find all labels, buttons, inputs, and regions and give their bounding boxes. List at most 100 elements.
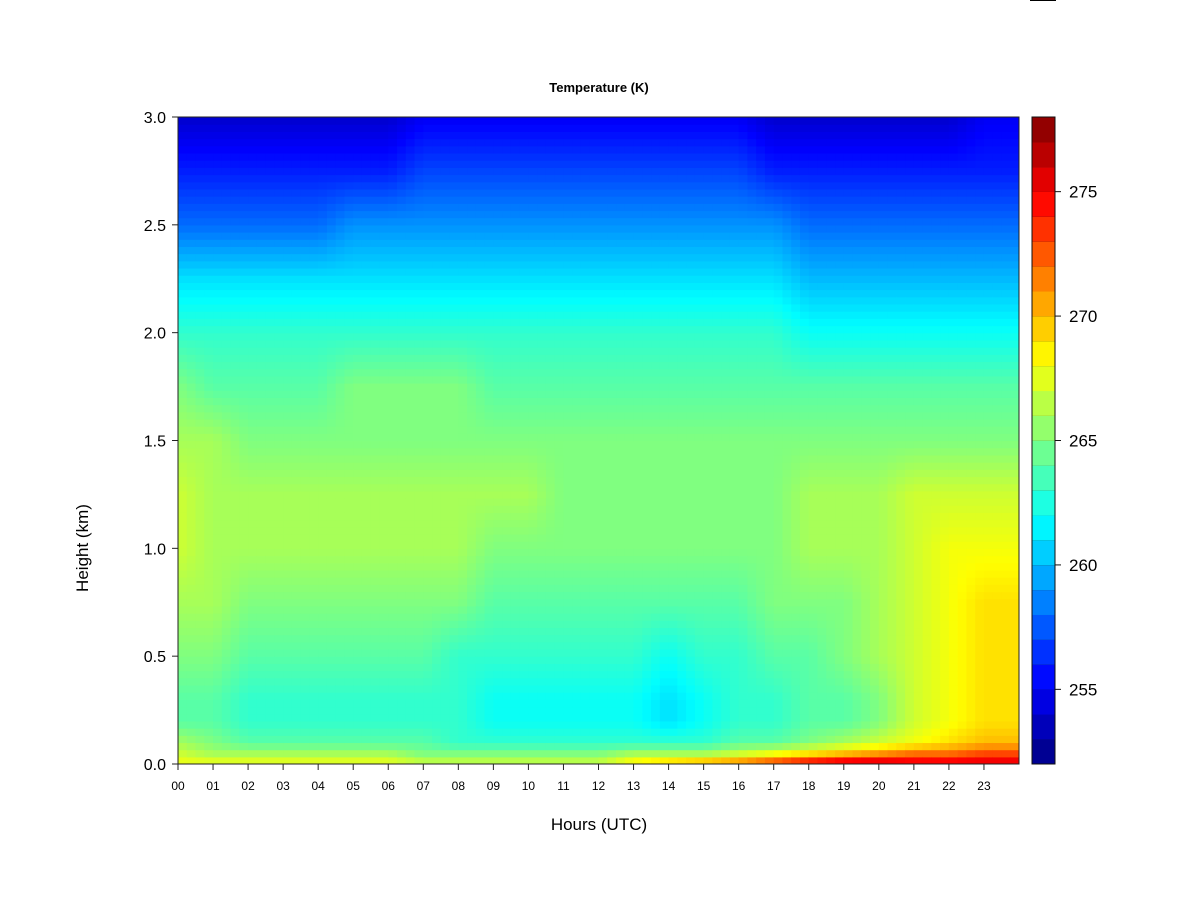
heatmap-cell bbox=[291, 584, 302, 593]
heatmap-cell bbox=[528, 512, 538, 521]
heatmap-cell bbox=[256, 598, 267, 607]
heatmap-cell bbox=[545, 505, 556, 513]
heatmap-cell bbox=[642, 167, 652, 176]
heatmap-cell bbox=[519, 641, 530, 650]
heatmap-cell bbox=[519, 749, 530, 758]
heatmap-cell bbox=[493, 152, 503, 161]
heatmap-cell bbox=[335, 684, 346, 693]
heatmap-cell bbox=[458, 217, 468, 226]
heatmap-cell bbox=[598, 131, 608, 140]
heatmap-cell bbox=[283, 692, 293, 700]
heatmap-cell bbox=[335, 490, 346, 499]
heatmap-cell bbox=[230, 613, 240, 621]
heatmap-cell bbox=[213, 332, 223, 341]
heatmap-cell bbox=[256, 476, 267, 485]
heatmap-cell bbox=[458, 749, 468, 758]
heatmap-cell bbox=[335, 224, 346, 233]
heatmap-cell bbox=[204, 203, 214, 212]
heatmap-cell bbox=[616, 591, 626, 600]
heatmap-cell bbox=[616, 332, 626, 341]
heatmap-cell bbox=[291, 548, 302, 557]
heatmap-cell bbox=[230, 577, 240, 585]
heatmap-cell bbox=[370, 613, 381, 621]
heatmap-cell bbox=[633, 713, 643, 722]
heatmap-cell bbox=[344, 397, 354, 406]
heatmap-cell bbox=[449, 275, 459, 283]
heatmap-cell bbox=[195, 253, 205, 262]
heatmap-cell bbox=[642, 289, 652, 298]
heatmap-cell bbox=[432, 577, 442, 585]
heatmap-cell bbox=[423, 418, 433, 427]
heatmap-cell bbox=[221, 706, 232, 715]
heatmap-cell bbox=[178, 196, 188, 204]
heatmap-cell bbox=[230, 605, 240, 614]
heatmap-cell bbox=[572, 131, 582, 140]
heatmap-cell bbox=[283, 447, 293, 456]
heatmap-cell bbox=[248, 224, 258, 233]
heatmap-cell bbox=[467, 253, 477, 262]
heatmap-cell bbox=[467, 512, 477, 521]
heatmap-cell bbox=[598, 742, 608, 751]
heatmap-cell bbox=[283, 325, 293, 334]
heatmap-cell bbox=[633, 584, 643, 593]
heatmap-cell bbox=[274, 224, 284, 233]
heatmap-cell bbox=[204, 246, 214, 255]
heatmap-cell bbox=[554, 648, 565, 657]
heatmap-cell bbox=[195, 390, 205, 398]
heatmap-cell bbox=[519, 339, 530, 348]
heatmap-cell bbox=[423, 303, 433, 312]
heatmap-cell bbox=[309, 224, 319, 233]
heatmap-cell bbox=[502, 339, 512, 348]
heatmap-cell bbox=[580, 562, 591, 571]
heatmap-cell bbox=[528, 303, 538, 312]
heatmap-cell bbox=[274, 519, 284, 528]
heatmap-cell bbox=[458, 303, 468, 312]
heatmap-cell bbox=[186, 332, 197, 341]
heatmap-cell bbox=[432, 311, 442, 319]
heatmap-cell bbox=[256, 390, 267, 398]
heatmap-cell bbox=[361, 282, 372, 291]
heatmap-cell bbox=[458, 699, 468, 708]
heatmap-cell bbox=[580, 569, 591, 578]
heatmap-cell bbox=[537, 562, 547, 571]
heatmap-cell bbox=[318, 311, 328, 319]
heatmap-cell bbox=[265, 181, 275, 190]
heatmap-cell bbox=[318, 512, 328, 521]
heatmap-cell bbox=[467, 318, 477, 327]
heatmap-cell bbox=[449, 656, 459, 664]
heatmap-cell bbox=[300, 627, 311, 636]
heatmap-cell bbox=[633, 483, 643, 492]
heatmap-cell bbox=[397, 174, 407, 183]
heatmap-cell bbox=[397, 426, 407, 434]
heatmap-cell bbox=[624, 325, 635, 334]
heatmap-cell bbox=[195, 188, 205, 197]
heatmap-cell bbox=[213, 720, 223, 729]
heatmap-cell bbox=[370, 476, 381, 485]
heatmap-cell bbox=[537, 433, 547, 442]
heatmap-cell bbox=[353, 368, 363, 377]
heatmap-cell bbox=[572, 533, 582, 542]
heatmap-cell bbox=[616, 232, 626, 240]
heatmap-cell bbox=[213, 728, 223, 736]
heatmap-cell bbox=[178, 713, 188, 722]
heatmap-cell bbox=[651, 282, 661, 291]
heatmap-cell bbox=[580, 684, 591, 693]
heatmap-cell bbox=[178, 224, 188, 233]
heatmap-cell bbox=[318, 627, 328, 636]
heatmap-cell bbox=[178, 347, 188, 355]
heatmap-cell bbox=[624, 706, 635, 715]
heatmap-cell bbox=[493, 498, 503, 506]
heatmap-cell bbox=[283, 267, 293, 276]
heatmap-cell bbox=[580, 239, 591, 247]
heatmap-cell bbox=[423, 433, 433, 442]
heatmap-cell bbox=[195, 742, 205, 751]
heatmap-cell bbox=[256, 433, 267, 442]
heatmap-cell bbox=[256, 670, 267, 679]
heatmap-cell bbox=[484, 713, 494, 722]
heatmap-cell bbox=[554, 390, 565, 398]
heatmap-cell bbox=[291, 648, 302, 657]
heatmap-cell bbox=[633, 181, 643, 190]
heatmap-cell bbox=[186, 742, 197, 751]
heatmap-cell bbox=[484, 203, 494, 212]
heatmap-cell bbox=[633, 541, 643, 549]
